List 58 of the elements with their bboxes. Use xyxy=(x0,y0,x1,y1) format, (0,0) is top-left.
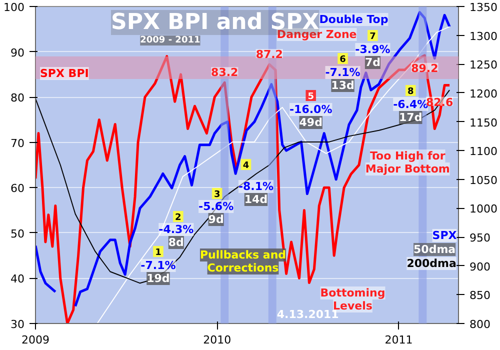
legend-label: 50dma xyxy=(414,243,456,256)
annotation: 89.2 xyxy=(411,62,438,75)
annotation: -7.1% xyxy=(140,259,176,272)
annotation: -7.1% xyxy=(325,66,360,79)
y-tick-label: 40 xyxy=(10,272,25,286)
annotation: 87.2 xyxy=(256,48,283,61)
y-tick-label: 50 xyxy=(10,227,25,240)
y2-tick-label: 950 xyxy=(470,232,490,245)
text: SPX BPI xyxy=(40,67,89,80)
annotation: 6 xyxy=(340,55,346,65)
annotation: 5 xyxy=(308,92,314,102)
annotation: 1 xyxy=(155,248,162,258)
annotation: 8d xyxy=(168,236,184,249)
y-tick-label: 90 xyxy=(10,46,25,60)
annotation: 49d xyxy=(299,116,322,129)
y2-tick-label: 1250 xyxy=(470,58,498,72)
annotation: 7 xyxy=(370,32,376,42)
text: 200dma xyxy=(406,257,456,270)
y-tick-label: 60 xyxy=(10,182,25,196)
y2-tick-label: 850 xyxy=(470,289,490,302)
annotation: 8 xyxy=(407,87,414,97)
annotation: 3 xyxy=(214,190,220,200)
annotation: -8.1% xyxy=(238,180,274,193)
y-tick-label: 30 xyxy=(10,318,25,331)
annotation: 9d xyxy=(208,213,224,226)
annotation: 7d xyxy=(364,56,380,69)
annotation: 83.2 xyxy=(211,66,238,80)
y2-tick-label: 900 xyxy=(470,260,490,274)
y2-tick-label: 1050 xyxy=(470,174,498,187)
y2-tick-label: 1150 xyxy=(470,116,498,130)
annotation: Pullbacks and Corrections xyxy=(200,248,286,274)
annotation: Too High for Major Bottom xyxy=(365,150,450,176)
annotation: -16.0% xyxy=(289,103,332,116)
annotation: 2 xyxy=(175,213,182,223)
text: 2009 - 2011 xyxy=(140,36,200,46)
annotation: 19d xyxy=(146,272,170,285)
annotation: 17d xyxy=(399,111,422,124)
annotation: -4.3% xyxy=(158,223,194,236)
y2-tick-label: 1200 xyxy=(470,87,498,100)
y-tick-label: 70 xyxy=(10,136,25,150)
y2-tick-label: 1000 xyxy=(470,202,498,216)
y2-tick-label: 1300 xyxy=(470,30,498,43)
annotation: -5.6% xyxy=(198,200,234,213)
annotation: 13d xyxy=(331,79,354,92)
y-tick-label: 100 xyxy=(4,1,25,14)
y2-tick-label: 1100 xyxy=(470,145,498,158)
y2-tick-label: 1350 xyxy=(470,1,498,14)
annotation: Double Top xyxy=(319,13,388,26)
annotation: 14d xyxy=(244,193,268,206)
annotation: -3.9% xyxy=(355,43,390,56)
x-tick-label: 2011 xyxy=(384,334,413,346)
y-tick-label: 80 xyxy=(10,92,25,105)
y2-tick-label: 800 xyxy=(470,318,490,331)
text: SPX xyxy=(432,229,458,242)
x-tick-label: 2010 xyxy=(203,334,232,346)
annotation: 4 xyxy=(242,161,250,171)
annotation: -6.4% xyxy=(393,98,428,111)
x-tick-label: 2009 xyxy=(22,334,50,346)
